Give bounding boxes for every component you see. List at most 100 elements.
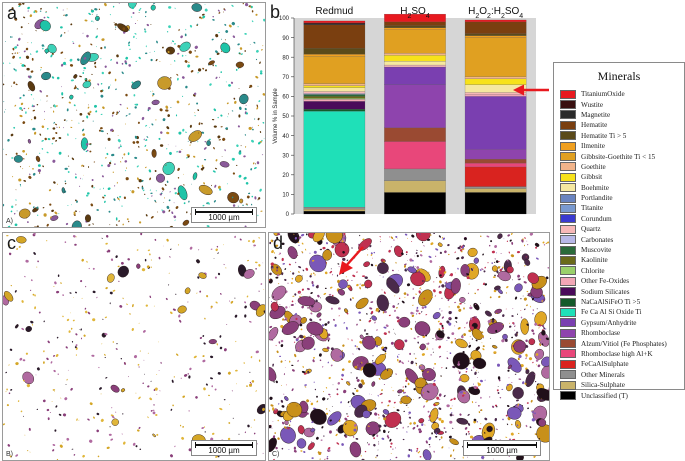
particle: [152, 411, 156, 415]
particle: [50, 107, 52, 109]
particle: [22, 149, 25, 153]
particle: [324, 458, 326, 460]
particle: [437, 418, 439, 420]
particle: [101, 164, 103, 167]
y-tick-label: 10: [282, 193, 289, 199]
particle: [178, 314, 181, 318]
particle: [83, 67, 87, 70]
particle: [42, 47, 44, 50]
legend-item: TitaniumOxide: [560, 89, 667, 99]
particle: [457, 363, 461, 366]
particle: [202, 15, 206, 19]
particle: [395, 447, 397, 449]
legend-label: Rhomboclase high Al+K: [581, 349, 653, 358]
particle: [144, 144, 147, 147]
particle: [13, 68, 16, 71]
particle: [92, 223, 94, 225]
particle: [134, 103, 138, 106]
particle: [262, 262, 264, 264]
particle: [217, 372, 221, 375]
particle: [60, 34, 63, 38]
particle: [62, 294, 64, 296]
particle: [145, 304, 148, 307]
particle: [355, 437, 359, 440]
particle: [292, 369, 295, 372]
particle: [137, 429, 140, 432]
particle: [69, 292, 72, 294]
particle: [454, 458, 456, 460]
particle: [24, 64, 26, 67]
particle: [236, 144, 239, 147]
particle: [175, 353, 179, 356]
particle: [271, 250, 274, 254]
particle: [15, 362, 19, 366]
particle: [525, 256, 528, 258]
particle: [215, 301, 218, 304]
particle: [542, 298, 545, 301]
legend-item: Other Minerals: [560, 370, 667, 380]
particle: [201, 122, 203, 125]
particle: [404, 263, 407, 266]
particle: [26, 221, 29, 224]
particle: [249, 371, 251, 373]
particle: [263, 288, 265, 290]
particle: [187, 140, 189, 142]
particle: [326, 456, 329, 458]
particle: [378, 377, 381, 380]
particle: [524, 259, 531, 266]
particle: [481, 331, 484, 333]
particle: [496, 405, 498, 408]
particle: [396, 409, 400, 412]
particle: [410, 360, 414, 365]
particle: [536, 388, 549, 401]
particle: [508, 325, 512, 328]
particle: [122, 413, 124, 415]
particle: [338, 307, 341, 310]
particle: [506, 286, 509, 289]
particle: [53, 104, 56, 108]
particle: [475, 339, 478, 342]
particle: [396, 238, 398, 240]
particle: [25, 352, 28, 355]
particle: [150, 380, 152, 382]
scale-bar-c: 1000 µm: [191, 440, 257, 456]
particle: [15, 324, 19, 329]
particle: [355, 297, 369, 310]
particle: [513, 340, 527, 353]
particle: [304, 386, 307, 388]
particle: [394, 295, 396, 297]
particle: [467, 267, 469, 269]
particle: [62, 61, 67, 65]
particle: [188, 103, 190, 106]
particle: [15, 454, 19, 457]
particle: [82, 120, 85, 122]
particle: [317, 294, 320, 298]
bar-segment: [303, 91, 366, 94]
particle: [238, 106, 242, 110]
particle: [269, 325, 273, 329]
micrograph-panel-a: a A) 1000 µm: [2, 2, 266, 228]
legend-swatch: [560, 349, 576, 359]
particle: [10, 389, 13, 391]
particle: [503, 238, 505, 240]
particle: [25, 259, 29, 263]
particle: [379, 393, 383, 395]
particle: [394, 332, 395, 334]
particle: [223, 399, 226, 401]
particle: [467, 413, 470, 416]
particle: [418, 312, 421, 315]
particle: [131, 190, 135, 194]
particle: [330, 268, 332, 270]
particle: [389, 302, 391, 304]
particle: [287, 427, 290, 430]
particle: [74, 176, 77, 179]
particle: [47, 128, 49, 130]
bar-segment: [303, 210, 366, 215]
particle: [331, 294, 334, 297]
particle: [313, 272, 315, 275]
particle: [140, 233, 143, 236]
particle: [369, 317, 372, 319]
particle: [425, 399, 429, 403]
particle: [49, 412, 51, 413]
particle: [446, 340, 448, 342]
